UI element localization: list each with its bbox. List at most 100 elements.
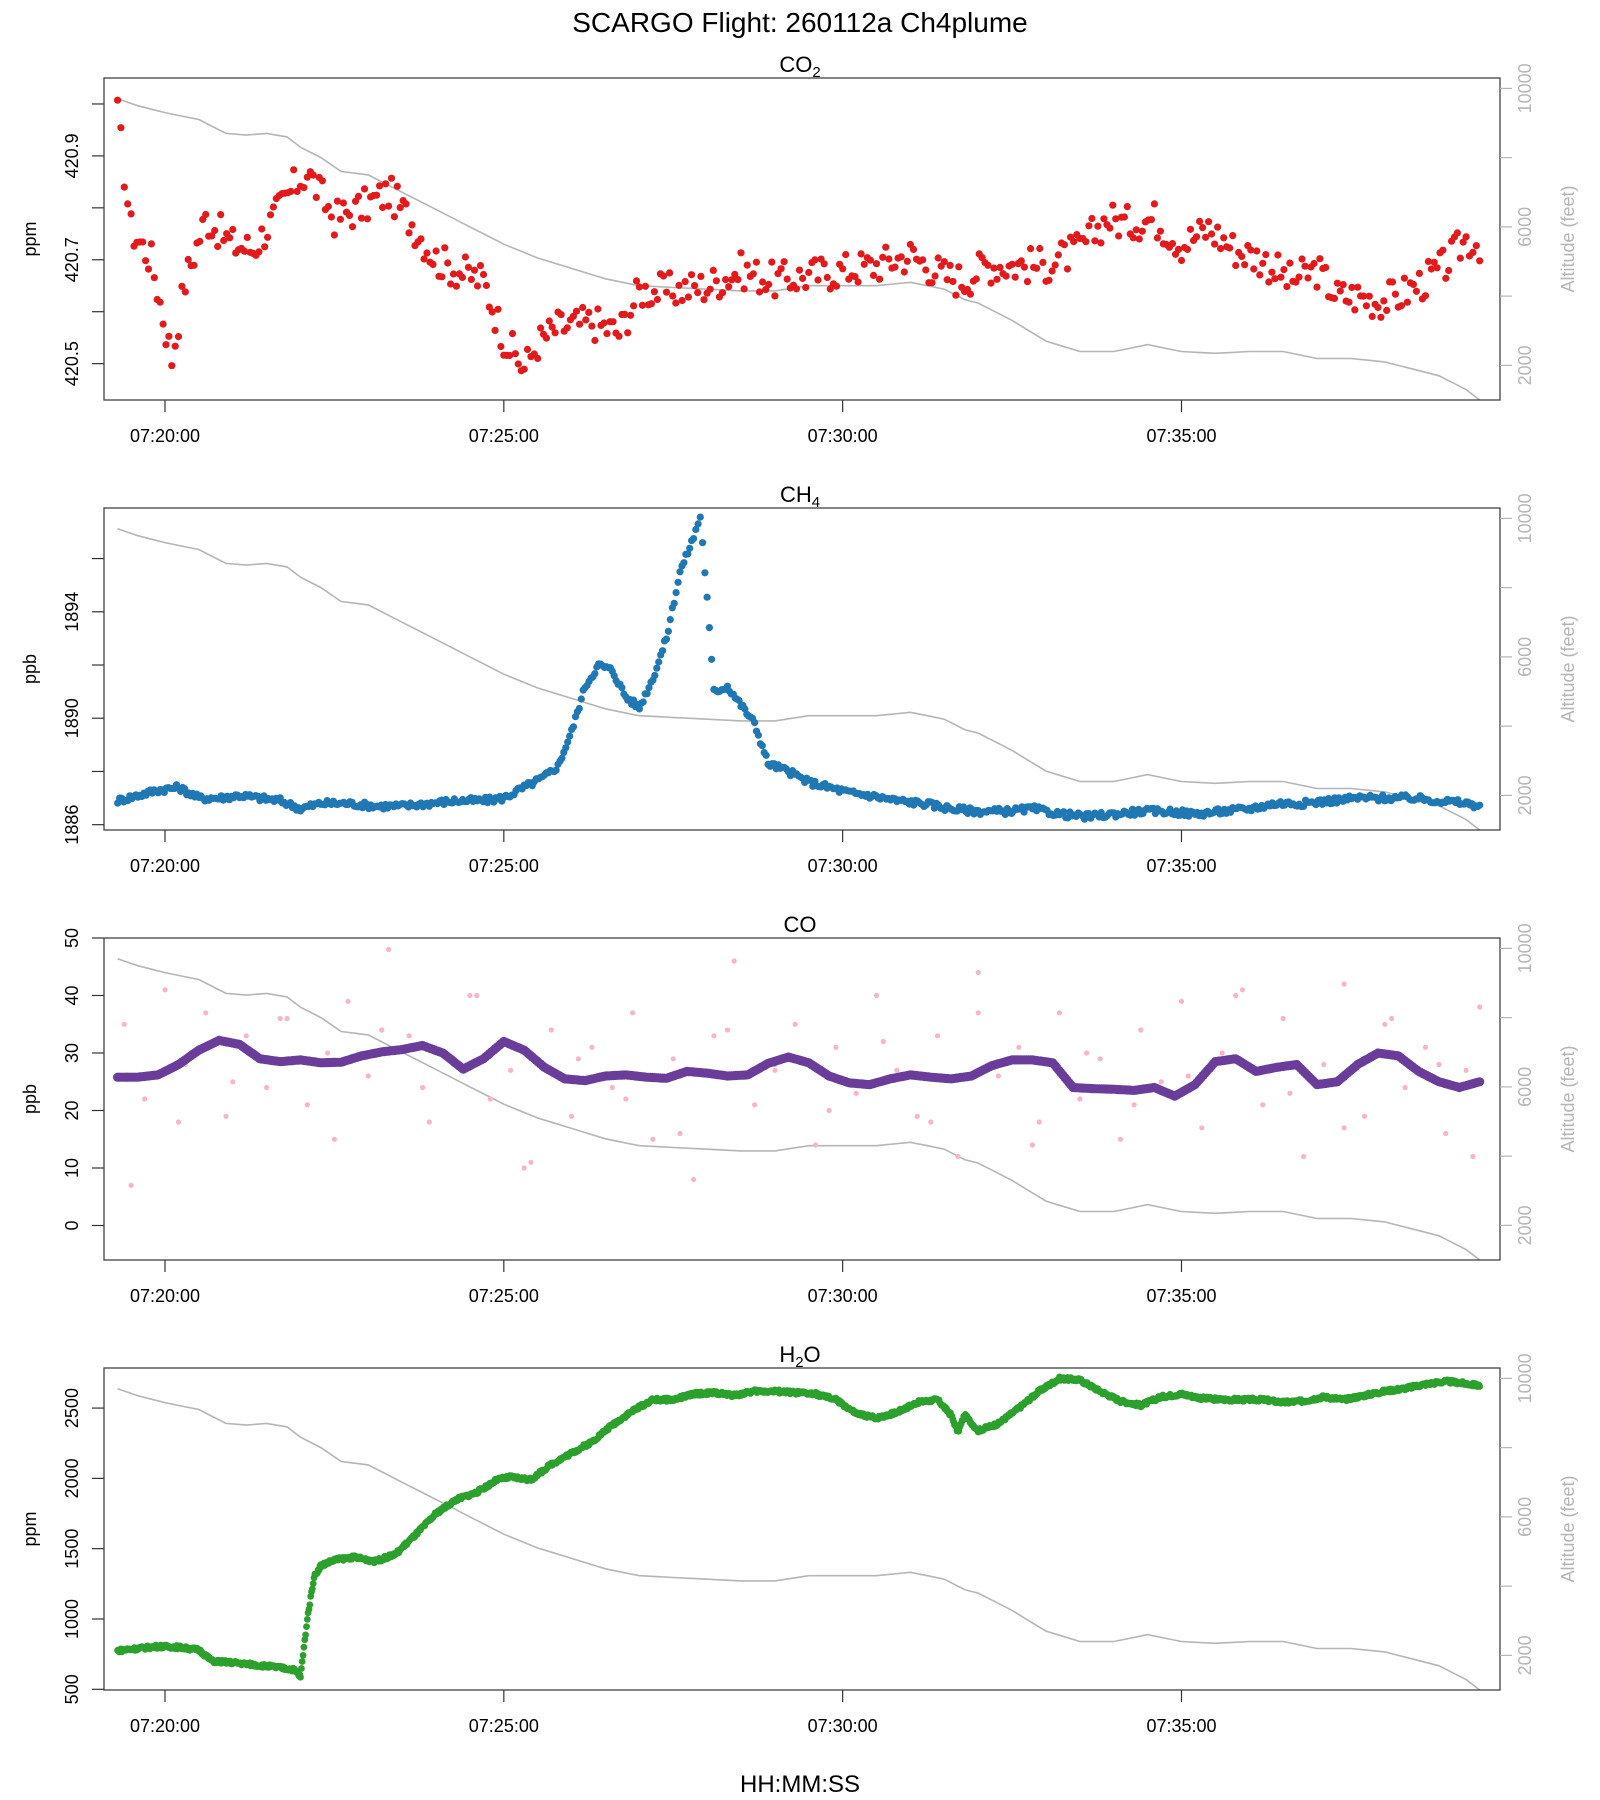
data-point [1054,251,1062,259]
y2-tick-label: 10000 [1515,923,1535,973]
panel-title-main: CO [784,912,817,937]
data-point [705,624,714,632]
data-point [909,245,918,253]
figure-title: SCARGO Flight: 260112a Ch4plume [572,7,1028,38]
data-point [577,695,585,703]
x-tick-label: 07:35:00 [1146,426,1216,446]
data-point [591,670,599,678]
data-point [1039,258,1047,266]
data-point [1310,259,1318,268]
y-tick-label: 2500 [62,1388,82,1428]
data-point [1153,234,1161,242]
y-axis-right-altitude: 2000 6000 10000 Altitude (feet) [1500,923,1578,1245]
data-point [306,1601,314,1609]
plot-frame [103,937,1501,1261]
data-point [178,282,186,290]
data-point [600,319,608,327]
data-point [987,279,995,287]
data-point [780,258,788,266]
y2-tick-label: 6000 [1515,1067,1535,1107]
y-tick-label: 1500 [62,1529,82,1569]
data-point [1341,1125,1347,1131]
data-point [1321,1061,1327,1068]
series-h2o [114,1373,1484,1681]
y2-axis-label: Altitude (feet) [1558,1475,1578,1582]
data-point [672,299,680,307]
data-point [811,256,819,264]
data-point [1033,264,1041,272]
data-point [624,329,632,337]
data-point [674,578,682,586]
series-co-smoothed [113,1035,1485,1101]
data-point [1091,237,1099,245]
data-point [1029,1142,1035,1148]
panel-title-main: H [779,1342,795,1367]
data-point [548,323,556,331]
data-point [802,283,810,292]
data-point [324,202,332,211]
y-tick-label: 0 [62,1220,82,1230]
data-point [653,664,661,672]
data-point [542,334,551,342]
panel-title-subscript: 2 [795,1354,803,1371]
data-point [464,263,472,271]
y-tick-label: 1890 [62,698,82,738]
data-point [1470,1153,1476,1160]
data-point [718,289,727,297]
data-point [1362,302,1370,310]
data-point [676,568,684,576]
data-point [934,254,942,262]
data-point [903,257,911,265]
data-point [588,322,596,330]
y2-tick-label: 10000 [1515,1353,1535,1403]
data-point [792,1021,798,1027]
panel-h2o: H2O 500 1000 1500 2000 2500 ppm 2000 6000 10000 Al… [20,1342,1578,1736]
data-point [872,260,881,268]
y-tick-label: 50 [62,928,82,948]
x-tick-label: 07:20:00 [130,1716,200,1736]
data-point [914,1113,920,1119]
data-point [984,261,992,269]
data-point [508,1067,514,1073]
data-point [734,276,742,284]
data-point [1036,1119,1042,1125]
data-point [701,569,709,577]
data-point [751,719,759,727]
data-point [1361,1113,1368,1119]
data-point [426,1119,432,1125]
data-point [1339,281,1347,289]
data-point [955,263,963,271]
x-tick-label: 07:35:00 [1146,856,1216,876]
data-point [1283,283,1291,291]
data-point [1048,267,1056,275]
data-point [432,247,440,255]
data-point [243,233,251,241]
data-point [298,1665,305,1672]
data-point [839,265,847,273]
data-point [345,211,354,219]
data-point [290,166,298,174]
data-point [1359,292,1368,300]
plot-frame [103,507,1501,831]
data-point [737,249,745,257]
x-tick-label: 07:35:00 [1146,1716,1216,1736]
data-point [1322,263,1330,272]
data-point [438,273,446,281]
data-point [813,1142,819,1148]
plot-frame [103,1367,1501,1691]
data-point [1424,257,1432,266]
data-point [230,1079,236,1085]
data-point [297,1673,304,1681]
data-point [365,1073,371,1079]
data-point [731,270,739,278]
data-point [175,1119,182,1125]
data-point [686,544,694,552]
data-point [655,658,663,666]
data-point [1397,302,1405,310]
data-point [771,292,779,300]
data-point [312,193,320,201]
data-point [879,253,887,261]
y-tick-label: 1894 [62,592,82,632]
data-point [1100,215,1108,223]
data-point [429,260,437,268]
